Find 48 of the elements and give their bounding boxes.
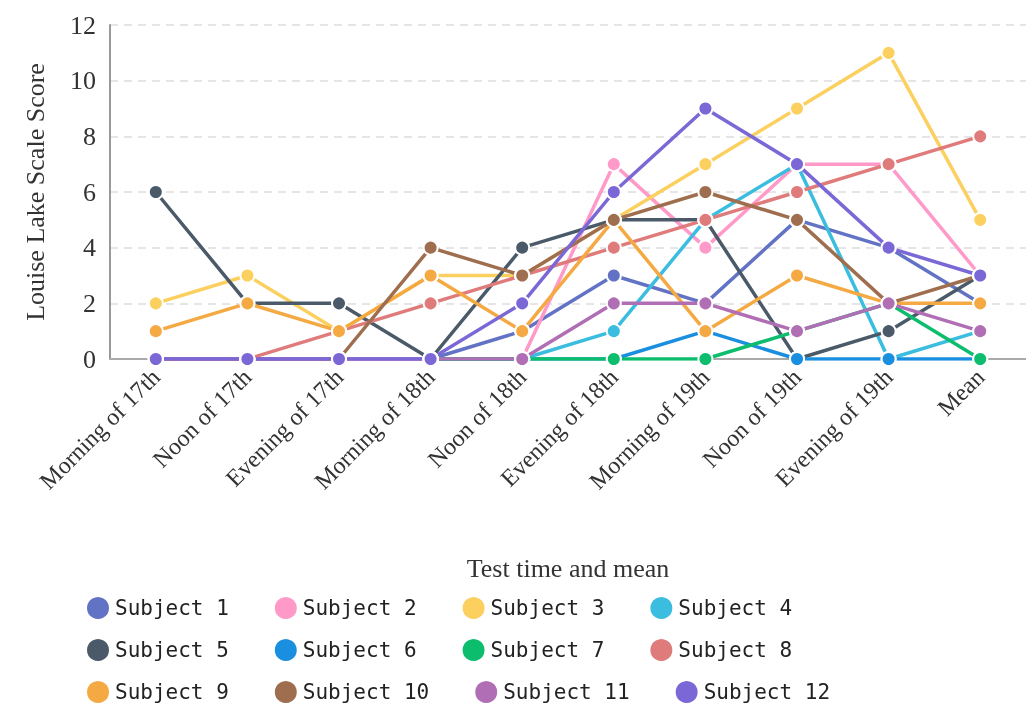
- point: [789, 267, 805, 284]
- point: [697, 184, 714, 200]
- point: [239, 267, 256, 284]
- legend-label: Subject 2: [302, 596, 417, 620]
- point: [697, 156, 714, 173]
- legend-label: Subject 4: [678, 596, 793, 620]
- y-axis-title: Louise Lake Scale Score: [20, 63, 50, 321]
- point: [972, 128, 989, 145]
- legend-label: Subject 7: [490, 638, 605, 662]
- legend-label: Subject 10: [302, 680, 430, 704]
- point: [605, 295, 622, 312]
- point: [605, 267, 622, 284]
- point: [422, 295, 439, 312]
- y-tick-label: 4: [83, 233, 96, 263]
- y-tick-label: 2: [83, 288, 96, 318]
- legend-label: Subject 3: [490, 596, 605, 620]
- point: [697, 351, 714, 367]
- point: [605, 184, 622, 200]
- point: [147, 323, 164, 340]
- legend-label: Subject 6: [302, 638, 417, 662]
- point: [147, 184, 164, 200]
- y-tick-label: 10: [70, 66, 96, 96]
- point: [605, 239, 622, 256]
- y-tick-label: 12: [70, 10, 96, 40]
- point: [514, 239, 531, 256]
- y-tick-label: 8: [83, 121, 96, 151]
- point: [789, 184, 805, 200]
- legend-label: Subject 1: [115, 596, 229, 620]
- point: [605, 156, 622, 173]
- legend-label: Subject 11: [503, 680, 630, 704]
- point: [880, 44, 897, 61]
- point: [697, 100, 714, 117]
- point: [422, 239, 439, 256]
- y-tick-label: 0: [83, 344, 96, 374]
- point: [880, 323, 897, 340]
- point: [972, 211, 989, 228]
- point: [514, 295, 531, 312]
- x-axis-title: Test time and mean: [466, 553, 670, 583]
- point: [331, 295, 347, 312]
- point: [147, 295, 164, 312]
- point: [789, 100, 805, 117]
- legend-label: Subject 12: [703, 680, 831, 704]
- point: [697, 239, 714, 256]
- y-tick-label: 6: [83, 177, 96, 207]
- legend-label: Subject 9: [115, 680, 229, 704]
- point: [605, 323, 622, 340]
- legend-label: Subject 8: [678, 638, 793, 662]
- legend-label: Subject 5: [115, 638, 229, 662]
